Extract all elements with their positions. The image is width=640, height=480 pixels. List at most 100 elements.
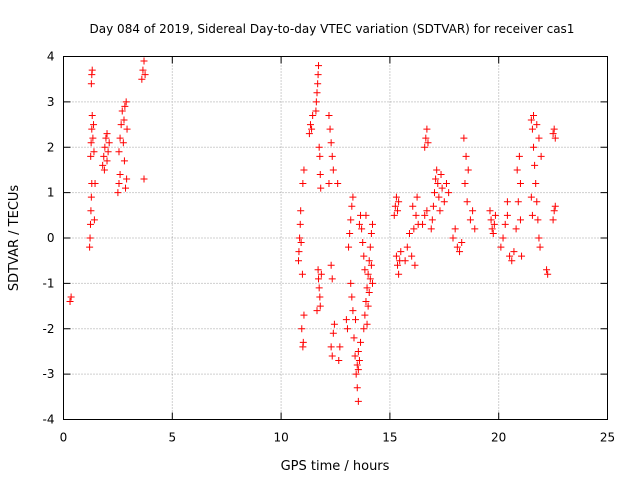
data-point — [123, 125, 131, 133]
data-point — [518, 252, 526, 260]
data-point — [394, 261, 402, 269]
data-point — [395, 270, 403, 278]
data-point — [397, 248, 405, 256]
data-point — [352, 370, 360, 378]
data-point — [432, 175, 440, 183]
y-tick-label: 0 — [47, 231, 55, 245]
data-point — [139, 66, 147, 74]
plot-frame — [63, 56, 608, 420]
data-point — [90, 216, 98, 224]
data-point — [513, 166, 521, 174]
data-point — [118, 107, 126, 115]
data-point — [424, 139, 432, 147]
x-tick-label: 10 — [273, 431, 288, 445]
data-point — [295, 257, 303, 265]
x-tick-label: 20 — [491, 431, 506, 445]
data-point — [347, 279, 355, 287]
data-point — [296, 220, 304, 228]
data-point — [364, 302, 372, 310]
data-point — [121, 102, 129, 110]
data-point — [325, 180, 333, 188]
data-point — [315, 284, 323, 292]
data-point — [410, 225, 418, 233]
data-point — [90, 148, 98, 156]
data-point — [549, 130, 557, 138]
data-point — [527, 116, 535, 124]
data-point — [330, 320, 338, 328]
data-point — [87, 139, 95, 147]
data-point — [119, 139, 127, 147]
data-point — [392, 252, 400, 260]
data-point — [453, 243, 461, 251]
data-point — [312, 107, 320, 115]
data-point — [516, 180, 524, 188]
y-tick-label: -2 — [43, 322, 55, 336]
grid-lines — [63, 56, 608, 420]
x-axis-label: GPS time / hours — [281, 459, 390, 474]
data-point — [346, 229, 354, 237]
data-point — [436, 207, 444, 215]
data-point — [469, 207, 477, 215]
data-point — [66, 298, 74, 306]
x-tick-label: 5 — [168, 431, 176, 445]
data-point — [305, 130, 313, 138]
data-point — [313, 89, 321, 97]
data-point — [490, 220, 498, 228]
data-point — [102, 134, 110, 142]
data-point — [87, 80, 95, 88]
data-point — [123, 175, 131, 183]
data-point — [497, 243, 505, 251]
data-point — [140, 57, 148, 65]
data-point — [535, 234, 543, 242]
data-point — [533, 198, 541, 206]
data-point — [358, 225, 366, 233]
data-point — [440, 198, 448, 206]
data-point — [122, 184, 130, 192]
data-point — [362, 211, 370, 219]
data-point — [435, 193, 443, 201]
data-point — [299, 180, 307, 188]
data-point — [530, 111, 538, 119]
data-point — [298, 270, 306, 278]
data-point — [91, 180, 99, 188]
data-point — [354, 347, 362, 355]
data-point — [514, 198, 522, 206]
data-point — [489, 229, 497, 237]
data-point — [117, 121, 125, 129]
data-point — [316, 152, 324, 160]
data-point — [463, 198, 471, 206]
data-point — [327, 139, 335, 147]
data-point — [515, 152, 523, 160]
data-point — [366, 243, 374, 251]
data-point — [506, 252, 514, 260]
data-point — [327, 343, 335, 351]
data-point — [67, 293, 75, 301]
x-tick-label: 25 — [600, 431, 615, 445]
data-point — [141, 71, 149, 79]
data-point — [360, 252, 368, 260]
data-point — [458, 239, 466, 247]
data-point — [88, 111, 96, 119]
data-point — [405, 229, 413, 237]
data-point — [329, 166, 337, 174]
data-point — [299, 338, 307, 346]
data-point — [409, 202, 417, 210]
data-point — [434, 180, 442, 188]
data-point — [419, 220, 427, 228]
data-point — [551, 134, 559, 142]
data-point — [408, 252, 416, 260]
data-point — [317, 184, 325, 192]
data-point — [88, 66, 96, 74]
data-point — [422, 134, 430, 142]
data-point — [543, 266, 551, 274]
data-point — [87, 193, 95, 201]
data-point — [349, 307, 357, 315]
data-point — [550, 125, 558, 133]
data-point — [103, 157, 111, 165]
data-point — [403, 243, 411, 251]
data-point — [140, 175, 148, 183]
y-tick-label: 2 — [47, 140, 55, 154]
data-point — [100, 166, 108, 174]
data-point — [501, 220, 509, 228]
data-point — [535, 134, 543, 142]
